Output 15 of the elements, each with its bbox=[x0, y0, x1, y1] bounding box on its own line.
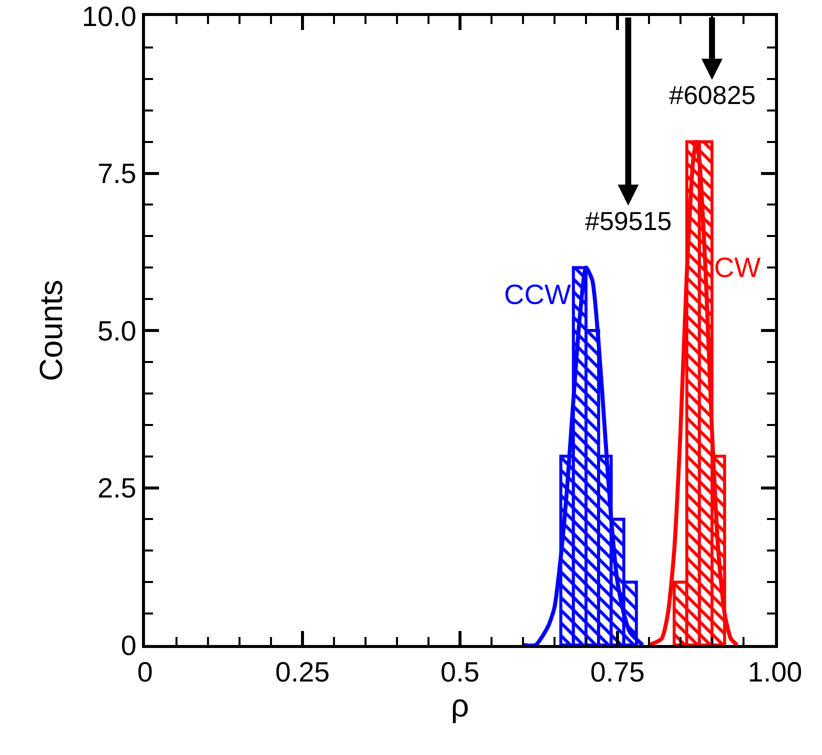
y-tick-label: 5.0 bbox=[97, 315, 136, 346]
x-tick-label: 0.5 bbox=[440, 656, 480, 688]
y-axis-title: Counts bbox=[33, 280, 70, 382]
annotation: #60825 bbox=[669, 80, 756, 110]
series-label: CW bbox=[714, 252, 762, 283]
x-tick-label: 0.75 bbox=[590, 656, 645, 688]
x-tick-label: 1.00 bbox=[748, 656, 802, 688]
y-tick-label: 0 bbox=[120, 630, 136, 661]
y-tick-label: 7.5 bbox=[97, 158, 136, 190]
x-tick-label: 0.25 bbox=[275, 656, 330, 688]
annotation: #59515 bbox=[585, 206, 672, 236]
y-tick-label: 2.5 bbox=[97, 472, 136, 504]
y-tick-label: 10.0 bbox=[82, 0, 136, 32]
x-axis-title: ρ bbox=[450, 688, 470, 724]
series-label: CCW bbox=[504, 279, 572, 310]
